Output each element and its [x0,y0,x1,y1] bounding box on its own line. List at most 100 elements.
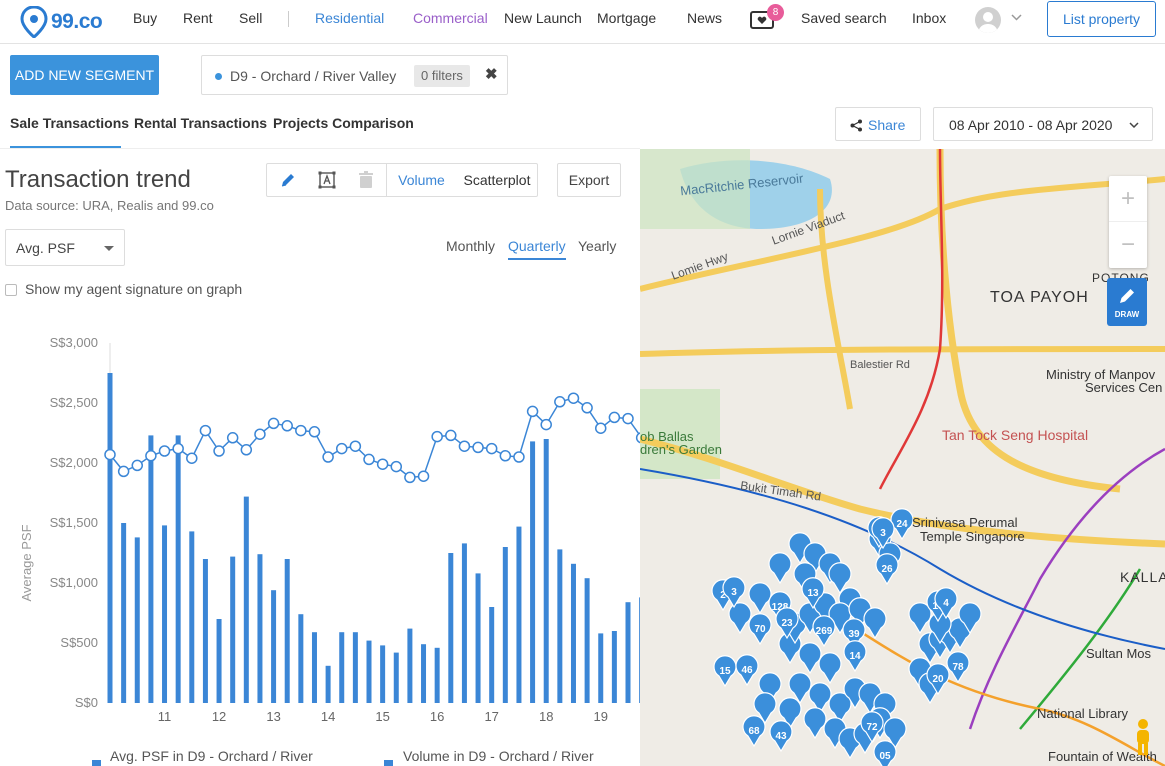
listing-cluster-pin[interactable]: 70 [748,613,772,646]
avg-psf-point[interactable] [213,445,225,457]
avg-psf-point[interactable] [540,418,552,431]
tab-sale-transactions[interactable]: Sale Transactions [10,115,130,131]
listing-cluster-pin[interactable] [768,552,792,585]
listing-cluster-pin[interactable]: 43 [769,720,793,753]
avg-psf-point[interactable] [363,453,375,466]
street-view-pegman-icon[interactable] [1132,717,1154,757]
listing-cluster-pin[interactable] [818,652,842,685]
avg-psf-point[interactable] [445,429,457,442]
avg-psf-point[interactable] [635,432,640,444]
agent-signature-checkbox[interactable] [5,284,17,296]
trash-icon[interactable] [358,171,374,189]
period-yearly[interactable]: Yearly [578,238,617,254]
avg-psf-point[interactable] [254,428,266,440]
listing-cluster-pin[interactable] [778,697,802,730]
listing-cluster-pin[interactable]: 20 [926,663,950,696]
avg-psf-point[interactable] [349,440,362,452]
avg-psf-point[interactable] [554,396,566,408]
avg-psf-point[interactable] [267,417,280,430]
listing-cluster-pin[interactable] [798,642,822,675]
listing-cluster-pin[interactable] [908,602,932,635]
text-box-icon[interactable] [318,171,336,189]
listing-cluster-pin[interactable]: 23 [775,607,799,640]
period-quarterly[interactable]: Quarterly [508,238,566,260]
zoom-out-button[interactable]: − [1120,231,1135,258]
nav-buy[interactable]: Buy [133,10,158,26]
avg-psf-point[interactable] [145,450,157,462]
avg-psf-point[interactable] [567,392,580,404]
nav-sell[interactable]: Sell [239,10,263,26]
listing-cluster-pin[interactable]: 46 [735,654,759,687]
listing-cluster-pin[interactable]: 3 [722,576,746,609]
segment-filters-badge[interactable]: 0 filters [414,65,470,87]
listing-cluster-pin[interactable] [728,602,752,635]
nav-rent[interactable]: Rent [183,10,213,26]
avg-psf-point[interactable] [281,420,293,432]
avg-psf-point[interactable] [308,426,321,438]
nav-new-launch[interactable]: New Launch [504,10,582,26]
avg-psf-point[interactable] [417,470,430,482]
avg-psf-point[interactable] [581,402,593,414]
listing-cluster-pin[interactable] [803,707,827,740]
listing-cluster-pin[interactable]: 24 [890,508,914,541]
avg-psf-point[interactable] [622,412,634,425]
listing-cluster-pin[interactable]: 78 [946,651,970,684]
listing-cluster-pin[interactable] [828,562,852,595]
avg-psf-point[interactable] [404,471,416,484]
nav-news[interactable]: News [687,10,723,26]
avg-psf-point[interactable] [594,422,607,434]
draw-button[interactable]: DRAW [1107,278,1147,326]
share-button[interactable]: Share [835,107,921,141]
listing-cluster-pin[interactable]: 72 [860,711,884,744]
avg-psf-point[interactable] [104,448,116,461]
listing-cluster-pin[interactable]: 05 [873,740,897,766]
volume-toggle[interactable]: Volume [386,164,456,196]
listing-cluster-pin[interactable]: 39 [842,618,866,651]
listing-cluster-pin[interactable]: 13 [801,577,825,610]
avatar[interactable] [975,7,1001,33]
listing-cluster-pin[interactable] [958,602,982,635]
period-monthly[interactable]: Monthly [446,238,496,254]
avg-psf-point[interactable] [335,442,348,455]
date-range-select[interactable]: 08 Apr 2010 - 08 Apr 2020 [933,107,1153,141]
scatterplot-toggle[interactable]: Scatterplot [463,172,531,188]
logo[interactable]: 99.co [20,4,103,40]
avg-psf-point[interactable] [158,445,171,457]
add-new-segment-button[interactable]: ADD NEW SEGMENT [10,55,159,95]
listing-cluster-pin[interactable] [883,717,907,750]
nav-inbox[interactable]: Inbox [912,10,947,26]
avg-psf-point[interactable] [526,405,539,418]
nav-saved-search[interactable]: Saved search [801,10,887,26]
nav-residential[interactable]: Residential [315,10,385,26]
listing-cluster-pin[interactable] [753,692,777,725]
avg-psf-point[interactable] [199,424,212,437]
map-view[interactable]: 2326128702326939141546782072684319424131… [640,149,1165,766]
avg-psf-point[interactable] [431,430,443,443]
segment-tag[interactable]: D9 - Orchard / River Valley 0 filters ✖ [201,55,508,95]
avg-psf-point[interactable] [131,459,144,472]
avg-psf-point[interactable] [499,450,512,462]
listing-cluster-pin[interactable] [748,582,772,615]
nav-commercial[interactable]: Commercial [413,10,488,26]
tab-projects-comparison[interactable]: Projects Comparison [273,115,414,131]
avg-psf-point[interactable] [295,424,307,437]
avg-psf-point[interactable] [186,452,198,464]
chevron-down-icon[interactable] [1011,12,1022,23]
avg-psf-point[interactable] [390,460,403,473]
listing-cluster-pin[interactable]: 269 [812,615,836,648]
listing-cluster-pin[interactable]: 14 [843,640,867,673]
listing-cluster-pin[interactable]: 15 [713,655,737,688]
listing-cluster-pin[interactable]: 4 [934,587,958,620]
avg-psf-point[interactable] [172,442,184,455]
export-button[interactable]: Export [557,163,621,197]
avg-psf-point[interactable] [226,432,239,444]
avg-psf-point[interactable] [322,451,334,463]
listing-cluster-pin[interactable]: 26 [875,553,899,586]
listing-cluster-pin[interactable] [863,607,887,640]
listing-cluster-pin[interactable] [828,692,852,725]
tab-rental-transactions[interactable]: Rental Transactions [134,115,268,131]
avg-psf-point[interactable] [608,411,621,424]
close-icon[interactable]: ✖ [485,66,498,83]
avg-psf-point[interactable] [240,444,253,456]
metric-select[interactable]: Avg. PSF [5,229,125,266]
